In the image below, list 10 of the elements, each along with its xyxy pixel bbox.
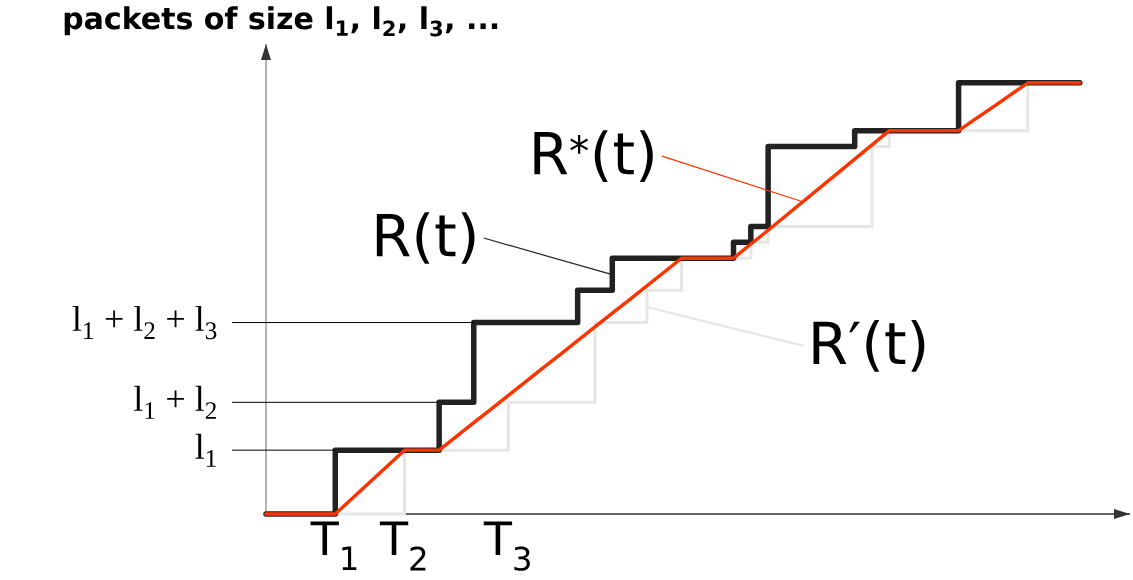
x-tick-label: T$_{2}$ — [379, 521, 426, 571]
text: l$_{1}$ + l$_{2}$ + l$_{3}$ — [72, 305, 217, 340]
x-tick-label: T$_{3}$ — [483, 521, 530, 571]
text: l$_{1}$ — [195, 433, 216, 467]
series-label: R′(t) — [813, 320, 925, 372]
legend-label: R$^{*}$(t) — [534, 130, 653, 182]
text: l$_{1}$ + l$_{2}$ — [134, 385, 216, 419]
legend-label: R(t) — [376, 212, 475, 264]
x-tick-label: T$_{1}$ — [310, 521, 357, 570]
chart-title: packets of size l$_{1}$, l$_{2}$, l$_{3}$, ... — [64, 6, 498, 37]
